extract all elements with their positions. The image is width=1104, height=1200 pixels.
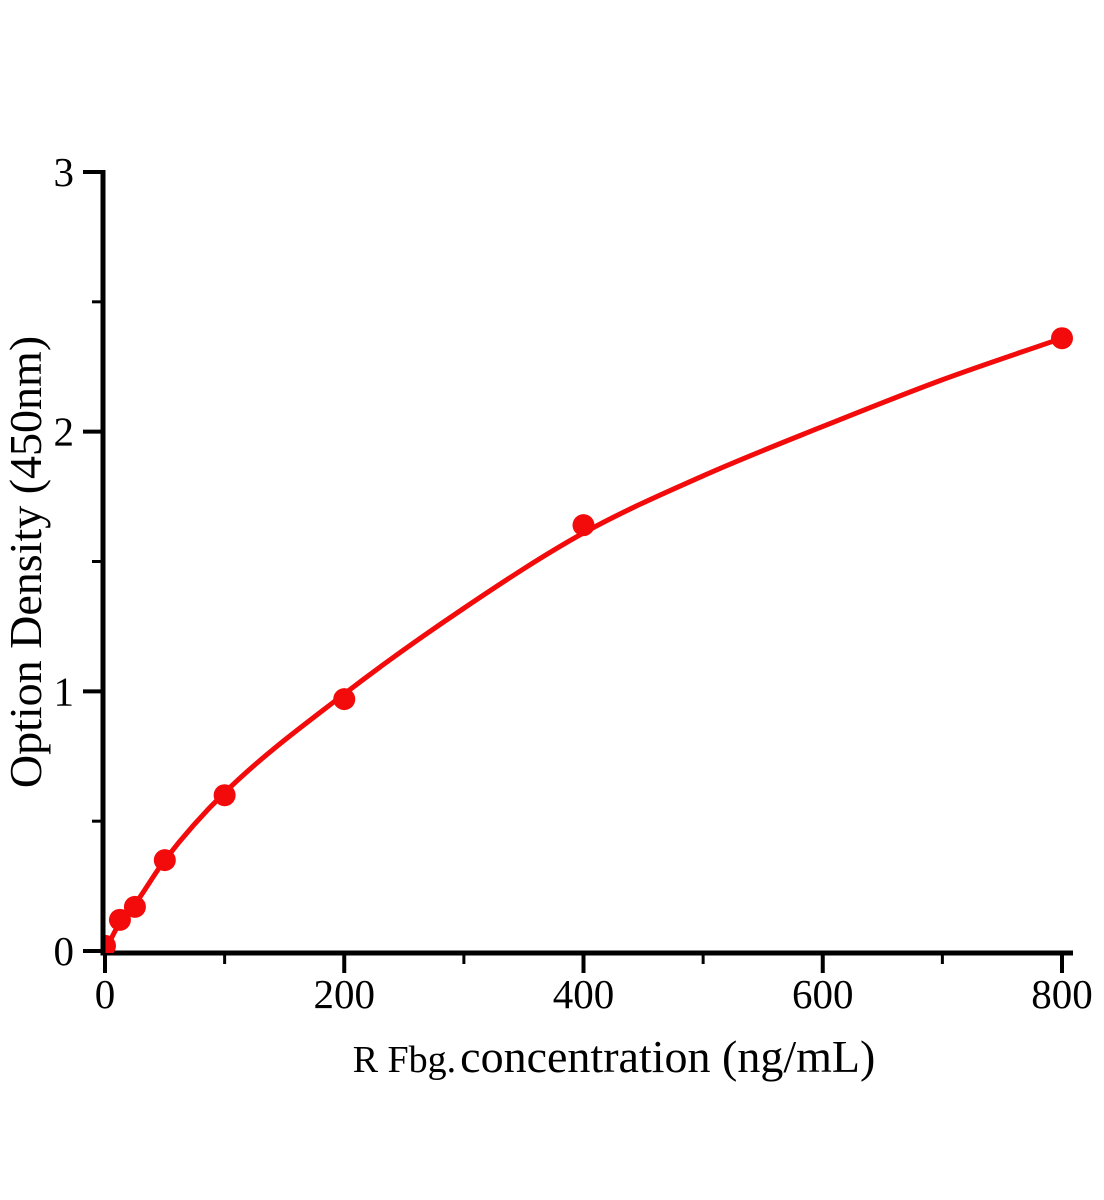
y-tick-label: 2 xyxy=(54,409,75,455)
x-tick-label: 200 xyxy=(314,971,376,1017)
data-point xyxy=(153,849,176,872)
data-point xyxy=(108,908,131,931)
data-point xyxy=(1051,327,1073,350)
data-points xyxy=(105,327,1073,953)
y-tick-label: 0 xyxy=(54,928,75,974)
axes xyxy=(100,170,1073,956)
tick-labels: 0 200 400 600 800 0 1 2 3 xyxy=(54,149,1093,1017)
x-tick-label: 800 xyxy=(1031,971,1093,1017)
data-point xyxy=(105,934,116,953)
data-point xyxy=(572,514,595,537)
x-axis-label-main: concentration (ng/mL) xyxy=(460,1031,875,1082)
y-tick-label: 1 xyxy=(54,668,75,714)
x-tick-label: 400 xyxy=(553,971,615,1017)
data-point xyxy=(213,784,236,807)
x-axis-label-prefix: R Fbg. xyxy=(353,1039,456,1081)
x-tick-label: 600 xyxy=(792,971,854,1017)
x-tick-label: 0 xyxy=(95,971,116,1017)
axis-ticks xyxy=(83,170,1064,973)
fit-curve-line xyxy=(105,335,1065,953)
y-axis-label: Option Density (450nm) xyxy=(0,336,51,788)
plot-area xyxy=(105,327,1073,953)
x-axis-label: R Fbg. concentration (ng/mL) xyxy=(353,1031,876,1082)
data-point xyxy=(123,895,146,918)
y-tick-label: 3 xyxy=(54,149,75,195)
data-point xyxy=(333,688,356,711)
